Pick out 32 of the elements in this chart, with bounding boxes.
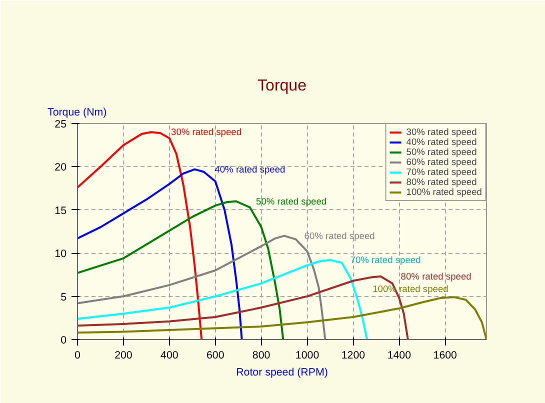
legend-label: 80% rated speed [406, 177, 477, 187]
x-tick-label: 600 [206, 350, 224, 362]
legend-label: 70% rated speed [406, 167, 477, 177]
x-tick-label: 800 [252, 350, 270, 362]
y-tick-label: 5 [60, 291, 67, 304]
legend-label: 40% rated speed [406, 137, 477, 147]
y-tick-label: 10 [54, 248, 67, 260]
y-axis-title: Torque (Nm) [48, 106, 107, 118]
chart-title: Torque [258, 78, 307, 94]
y-tick-label: 0 [60, 334, 67, 346]
y-tick-label: 25 [54, 118, 67, 130]
annotation: 30% rated speed [171, 127, 242, 138]
legend-label: 60% rated speed [406, 157, 477, 167]
legend-label: 30% rated speed [406, 127, 477, 137]
x-tick-label: 1200 [341, 350, 366, 362]
x-tick-label: 1600 [433, 350, 458, 362]
x-tick-label: 200 [114, 350, 132, 362]
legend-label: 100% rated speed [406, 187, 482, 197]
annotation: 50% rated speed [256, 196, 327, 206]
x-tick-label: 1400 [387, 350, 412, 362]
y-tick-label: 15 [54, 204, 67, 217]
legend-label: 50% rated speed [406, 147, 477, 157]
annotation: 60% rated speed [304, 230, 375, 241]
x-tick-label: 400 [160, 350, 178, 362]
annotation: 80% rated speed [400, 271, 472, 282]
x-tick-label: 0 [74, 350, 81, 362]
y-tick-label: 20 [54, 162, 67, 174]
line-series [78, 234, 326, 340]
annotation: 70% rated speed [350, 255, 421, 266]
x-axis-title: Rotor speed (RPM) [236, 366, 328, 378]
annotation: 40% rated speed [214, 164, 286, 174]
x-tick-label: 1000 [295, 350, 320, 362]
